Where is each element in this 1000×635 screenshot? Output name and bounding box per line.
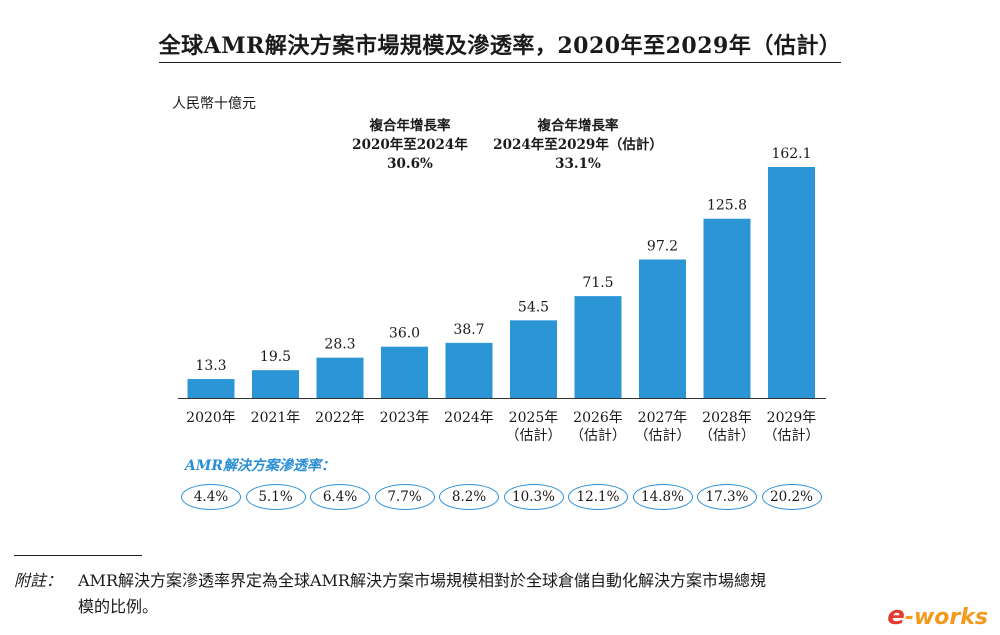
- x-tick-label: 2027年: [638, 410, 688, 426]
- cagr-heading: 複合年增長率: [369, 118, 451, 134]
- bar: [703, 218, 751, 398]
- bar-value-label: 28.3: [324, 337, 355, 353]
- penetration-value: 4.4%: [181, 484, 241, 510]
- bar: [381, 346, 428, 398]
- penetration-value: 8.2%: [439, 484, 499, 510]
- x-tick-label: 2023年: [380, 410, 430, 426]
- x-tick-label: 2029年: [767, 410, 817, 426]
- cagr-period: 2024年至2029年（估計）: [493, 137, 663, 153]
- penetration-value: 20.2%: [761, 484, 822, 510]
- bar: [768, 167, 815, 398]
- bar: [510, 320, 557, 398]
- bar: [445, 342, 493, 398]
- footnote-rule: [14, 555, 142, 556]
- bar-value-label: 71.5: [582, 275, 613, 291]
- penetration-row: 4.4% 5.1% 6.4% 7.7% 8.2% 10.3% 12.1% 14.8% 17.3%…: [0, 484, 1000, 514]
- x-tick-label: 2020年: [186, 410, 236, 426]
- bar: [639, 259, 686, 398]
- x-tick-label: 2024年: [444, 410, 494, 426]
- x-tick-label: 2026年: [573, 410, 623, 426]
- chart-title: 全球AMR解決方案市場規模及滲透率，2020年至2029年（估計）: [0, 28, 1000, 63]
- cagr-value: 33.1%: [555, 156, 601, 172]
- x-tick-label: （估計）: [699, 428, 755, 444]
- footnote: 附註： AMR解決方案滲透率界定為全球AMR解決方案市場規模相對於全球倉儲自動化解…: [14, 568, 984, 620]
- x-tick-label: （估計）: [764, 428, 820, 444]
- penetration-value: 14.8%: [632, 484, 693, 510]
- penetration-value: 12.1%: [568, 484, 628, 510]
- penetration-value: 17.3%: [697, 484, 757, 510]
- bar-value-label: 162.1: [771, 146, 811, 162]
- bar-value-label: 19.5: [260, 349, 291, 365]
- eworks-logo: e-works: [887, 601, 988, 631]
- footnote-line-1: AMR解決方案滲透率界定為全球AMR解決方案市場規模相對於全球倉儲自動化解決方案…: [78, 571, 766, 590]
- x-tick-label: （估計）: [635, 428, 691, 444]
- bar-value-label: 54.5: [518, 299, 549, 315]
- footnote-line-2: 模的比例。: [78, 597, 159, 616]
- unit-label: 人民幣十億元: [172, 96, 256, 112]
- penetration-value: 6.4%: [310, 484, 370, 510]
- penetration-value: 7.7%: [374, 484, 435, 510]
- bar: [316, 357, 364, 398]
- bar-value-label: 36.0: [389, 326, 420, 342]
- cagr-annotation-2020-2024: 複合年增長率 2020年至2024年 30.6%: [350, 117, 470, 174]
- bar-value-label: 38.7: [453, 322, 484, 338]
- penetration-value: 5.1%: [245, 484, 306, 510]
- x-tick-label: 2021年: [251, 410, 301, 426]
- footnote-prefix: 附註：: [14, 571, 63, 590]
- bar-value-label: 97.2: [647, 238, 678, 254]
- x-tick-label: （估計）: [570, 428, 626, 444]
- penetration-label: AMR解決方案滲透率：: [185, 458, 335, 474]
- bar: [187, 379, 235, 398]
- bar-chart: 13.3 2020年 19.5 2021年 28.3 2022年 36.0 2023年 38.7…: [178, 146, 826, 444]
- bar-value-label: 125.8: [707, 198, 747, 214]
- bar: [574, 296, 622, 398]
- x-tick-label: 2028年: [702, 410, 752, 426]
- penetration-value: 10.3%: [503, 484, 564, 510]
- x-tick-label: 2022年: [315, 410, 365, 426]
- cagr-heading: 複合年增長率: [537, 118, 619, 134]
- cagr-period: 2020年至2024年: [352, 137, 468, 153]
- bar: [252, 370, 299, 398]
- cagr-value: 30.6%: [387, 156, 433, 172]
- bar-value-label: 13.3: [195, 358, 226, 374]
- x-tick-label: （估計）: [506, 428, 562, 444]
- x-tick-label: 2025年: [509, 410, 559, 426]
- cagr-annotation-2024-2029: 複合年增長率 2024年至2029年（估計） 33.1%: [488, 117, 668, 174]
